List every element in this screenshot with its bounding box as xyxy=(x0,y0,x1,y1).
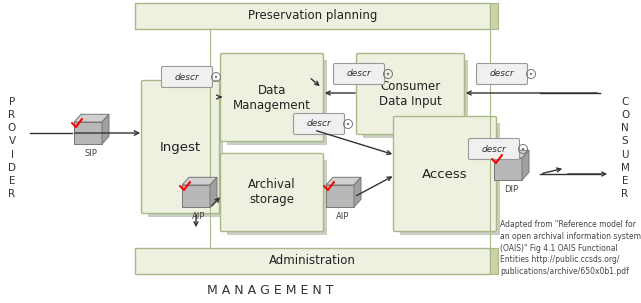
Polygon shape xyxy=(182,177,217,185)
Bar xyxy=(135,248,490,274)
Bar xyxy=(74,122,102,144)
Polygon shape xyxy=(74,114,109,122)
Bar xyxy=(227,60,327,145)
FancyBboxPatch shape xyxy=(221,54,324,142)
Circle shape xyxy=(522,148,524,150)
Text: SIP: SIP xyxy=(85,149,97,158)
Bar xyxy=(494,158,522,180)
Bar xyxy=(326,185,354,207)
Text: Data
Management: Data Management xyxy=(233,84,311,112)
Text: Archival
storage: Archival storage xyxy=(248,178,296,207)
Polygon shape xyxy=(490,248,498,274)
Polygon shape xyxy=(522,150,529,180)
Text: M A N A G E M E N T: M A N A G E M E N T xyxy=(207,284,333,297)
FancyBboxPatch shape xyxy=(162,66,213,88)
Text: Ingest: Ingest xyxy=(160,141,201,154)
Text: Consumer
Data Input: Consumer Data Input xyxy=(379,80,442,108)
Bar xyxy=(148,87,223,217)
Bar xyxy=(400,123,500,235)
Text: Adapted from "Reference model for
an open archival information system
(OAIS)" Fi: Adapted from "Reference model for an ope… xyxy=(500,220,641,276)
Bar xyxy=(182,185,210,207)
Polygon shape xyxy=(354,177,361,207)
Circle shape xyxy=(530,73,532,75)
Polygon shape xyxy=(494,150,529,158)
Text: descr: descr xyxy=(490,69,514,78)
Polygon shape xyxy=(102,114,109,144)
FancyBboxPatch shape xyxy=(476,64,528,85)
Circle shape xyxy=(387,73,389,75)
Text: Access: Access xyxy=(422,168,468,181)
Text: Preservation planning: Preservation planning xyxy=(248,9,377,22)
Polygon shape xyxy=(210,177,217,207)
Text: descr: descr xyxy=(174,72,199,82)
FancyBboxPatch shape xyxy=(294,114,344,135)
Text: AIP: AIP xyxy=(336,212,349,221)
Bar xyxy=(363,60,468,138)
Text: P
R
O
V
I
D
E
R: P R O V I D E R xyxy=(8,97,16,199)
Text: AIP: AIP xyxy=(192,212,206,221)
Text: descr: descr xyxy=(347,69,371,78)
Polygon shape xyxy=(326,177,361,185)
Circle shape xyxy=(215,76,217,78)
FancyBboxPatch shape xyxy=(221,154,324,231)
FancyBboxPatch shape xyxy=(356,54,465,135)
Polygon shape xyxy=(490,3,498,29)
Bar xyxy=(227,160,327,235)
FancyBboxPatch shape xyxy=(469,138,519,159)
Text: descr: descr xyxy=(481,145,506,154)
Text: DIP: DIP xyxy=(504,185,518,194)
Bar xyxy=(135,3,490,29)
FancyBboxPatch shape xyxy=(333,64,385,85)
Text: descr: descr xyxy=(306,119,331,128)
Circle shape xyxy=(347,123,349,125)
Text: C
O
N
S
U
M
E
R: C O N S U M E R xyxy=(620,97,629,199)
FancyBboxPatch shape xyxy=(394,116,497,231)
Text: Administration: Administration xyxy=(269,255,356,268)
FancyBboxPatch shape xyxy=(142,81,219,214)
